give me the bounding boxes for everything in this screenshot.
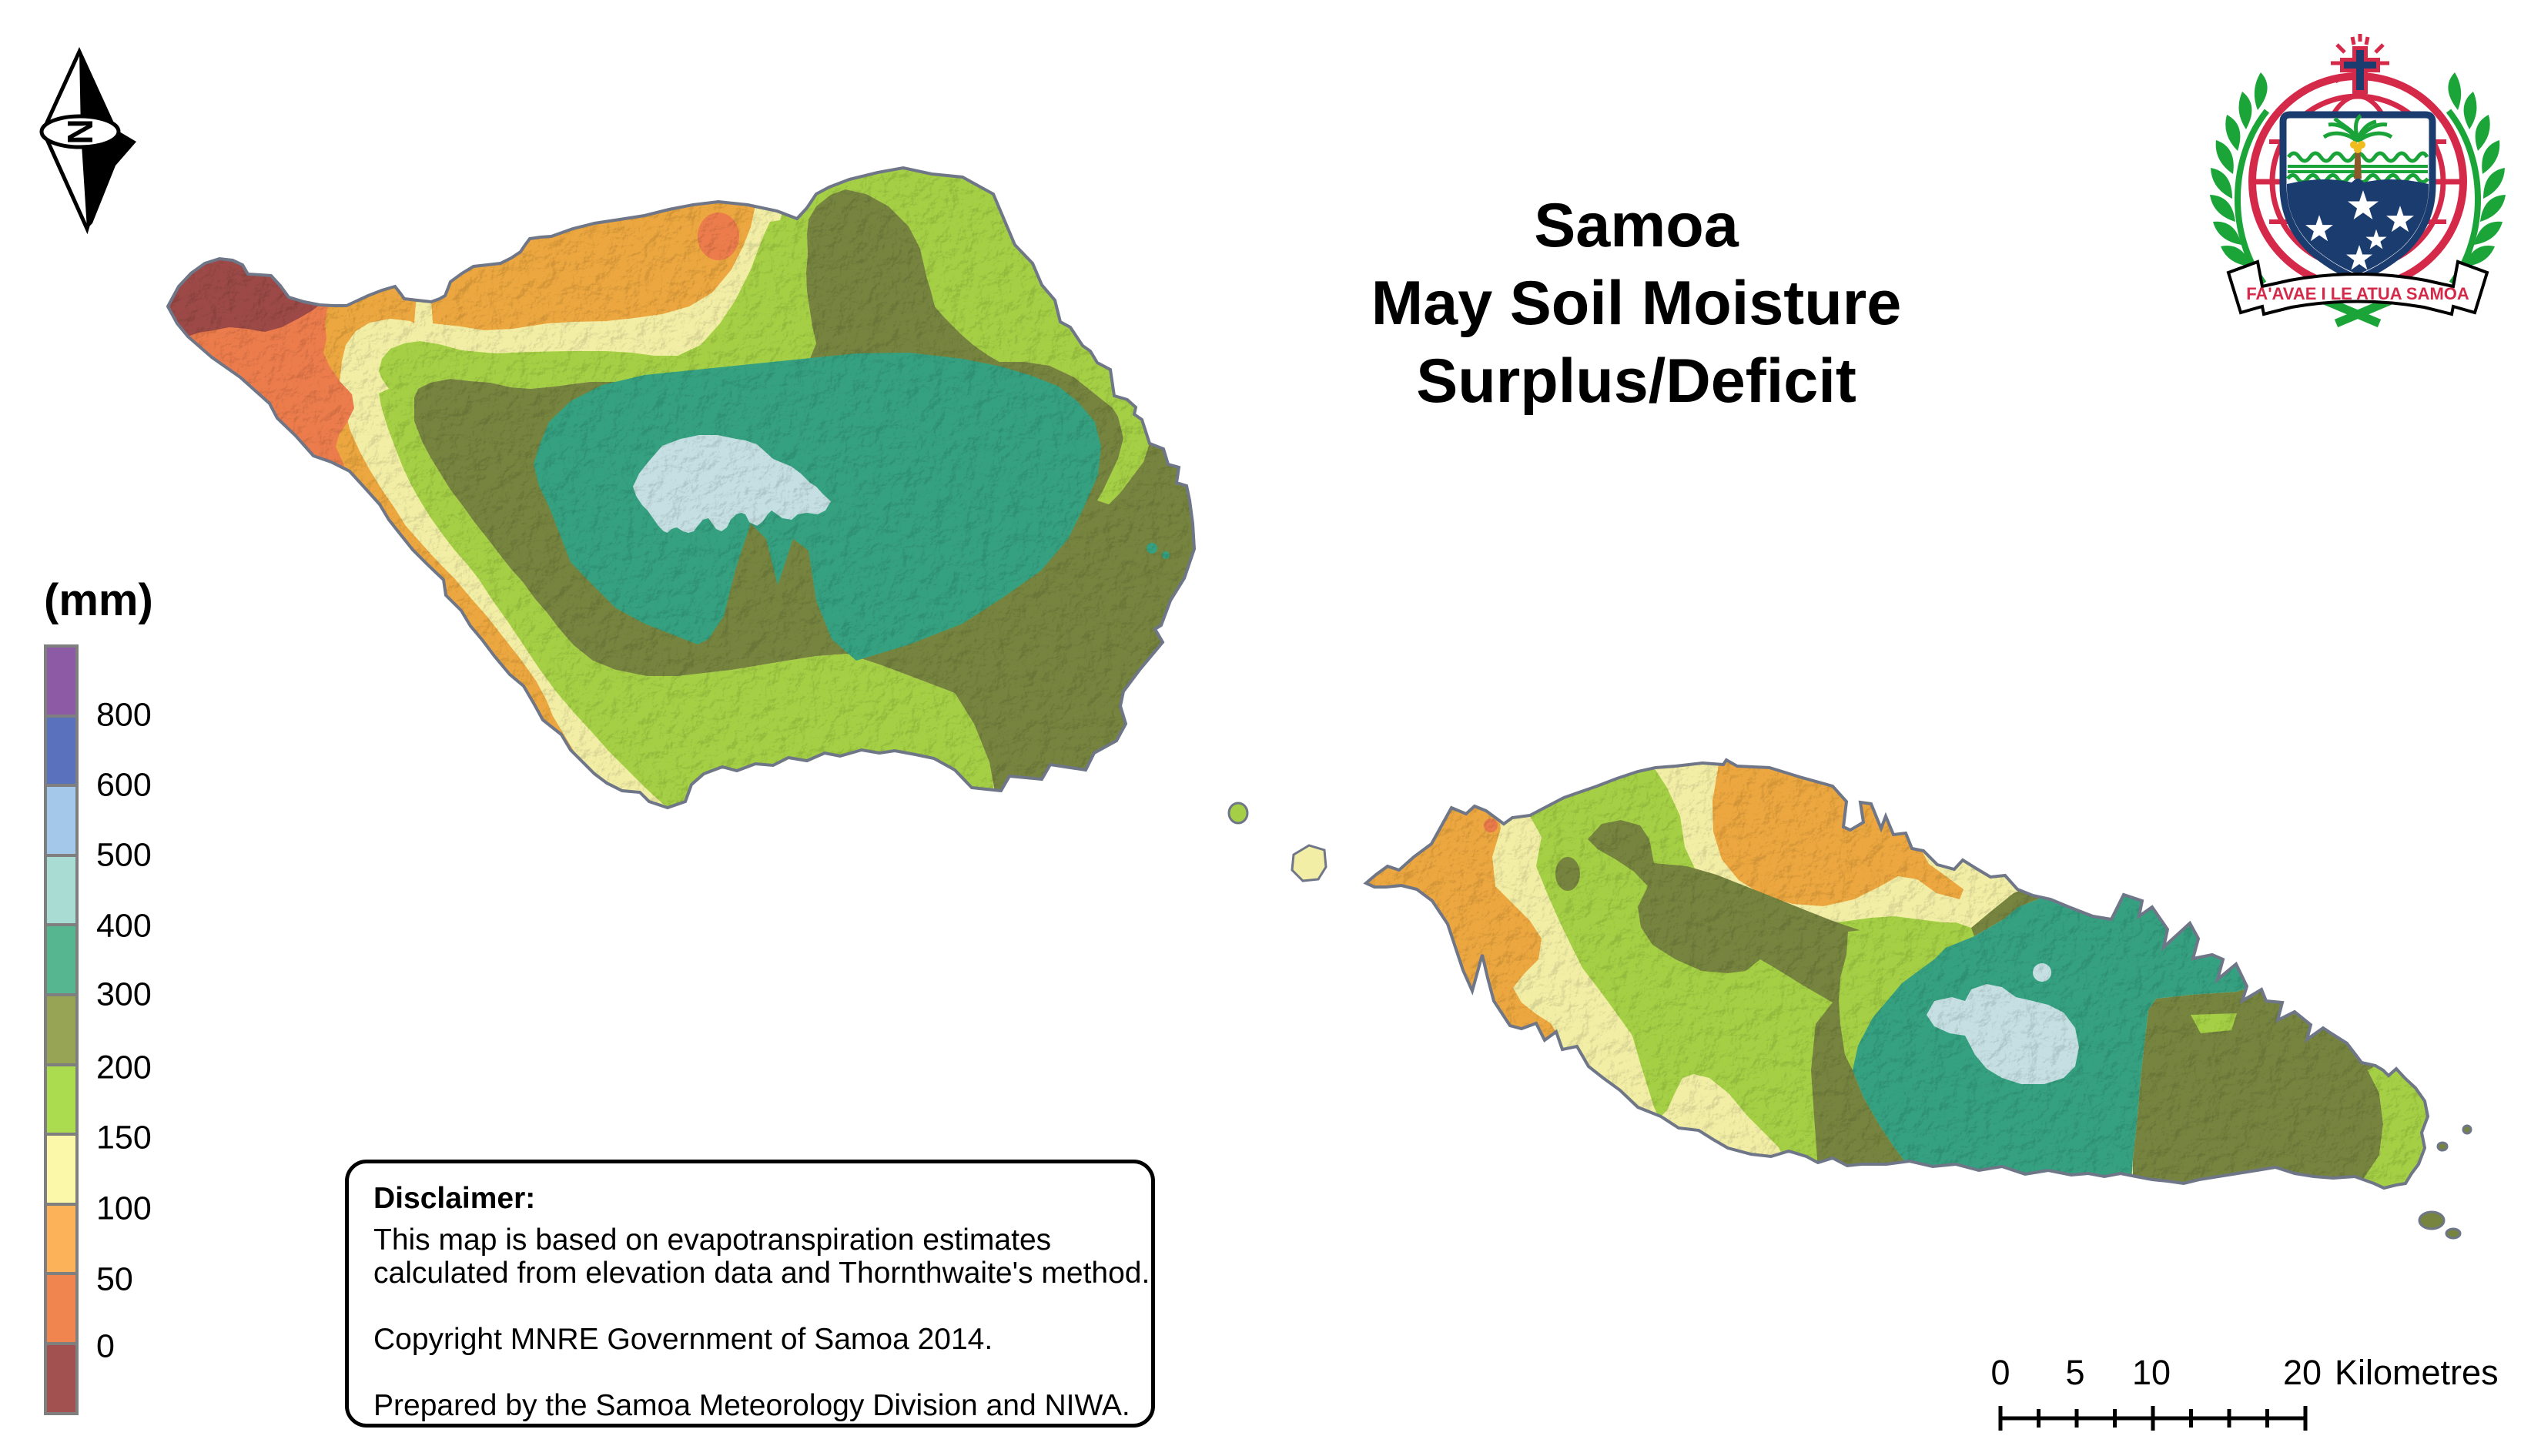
svg-text:FA'AVAE I LE ATUA SAMOA: FA'AVAE I LE ATUA SAMOA [2246,284,2469,303]
svg-text:N: N [60,119,100,144]
